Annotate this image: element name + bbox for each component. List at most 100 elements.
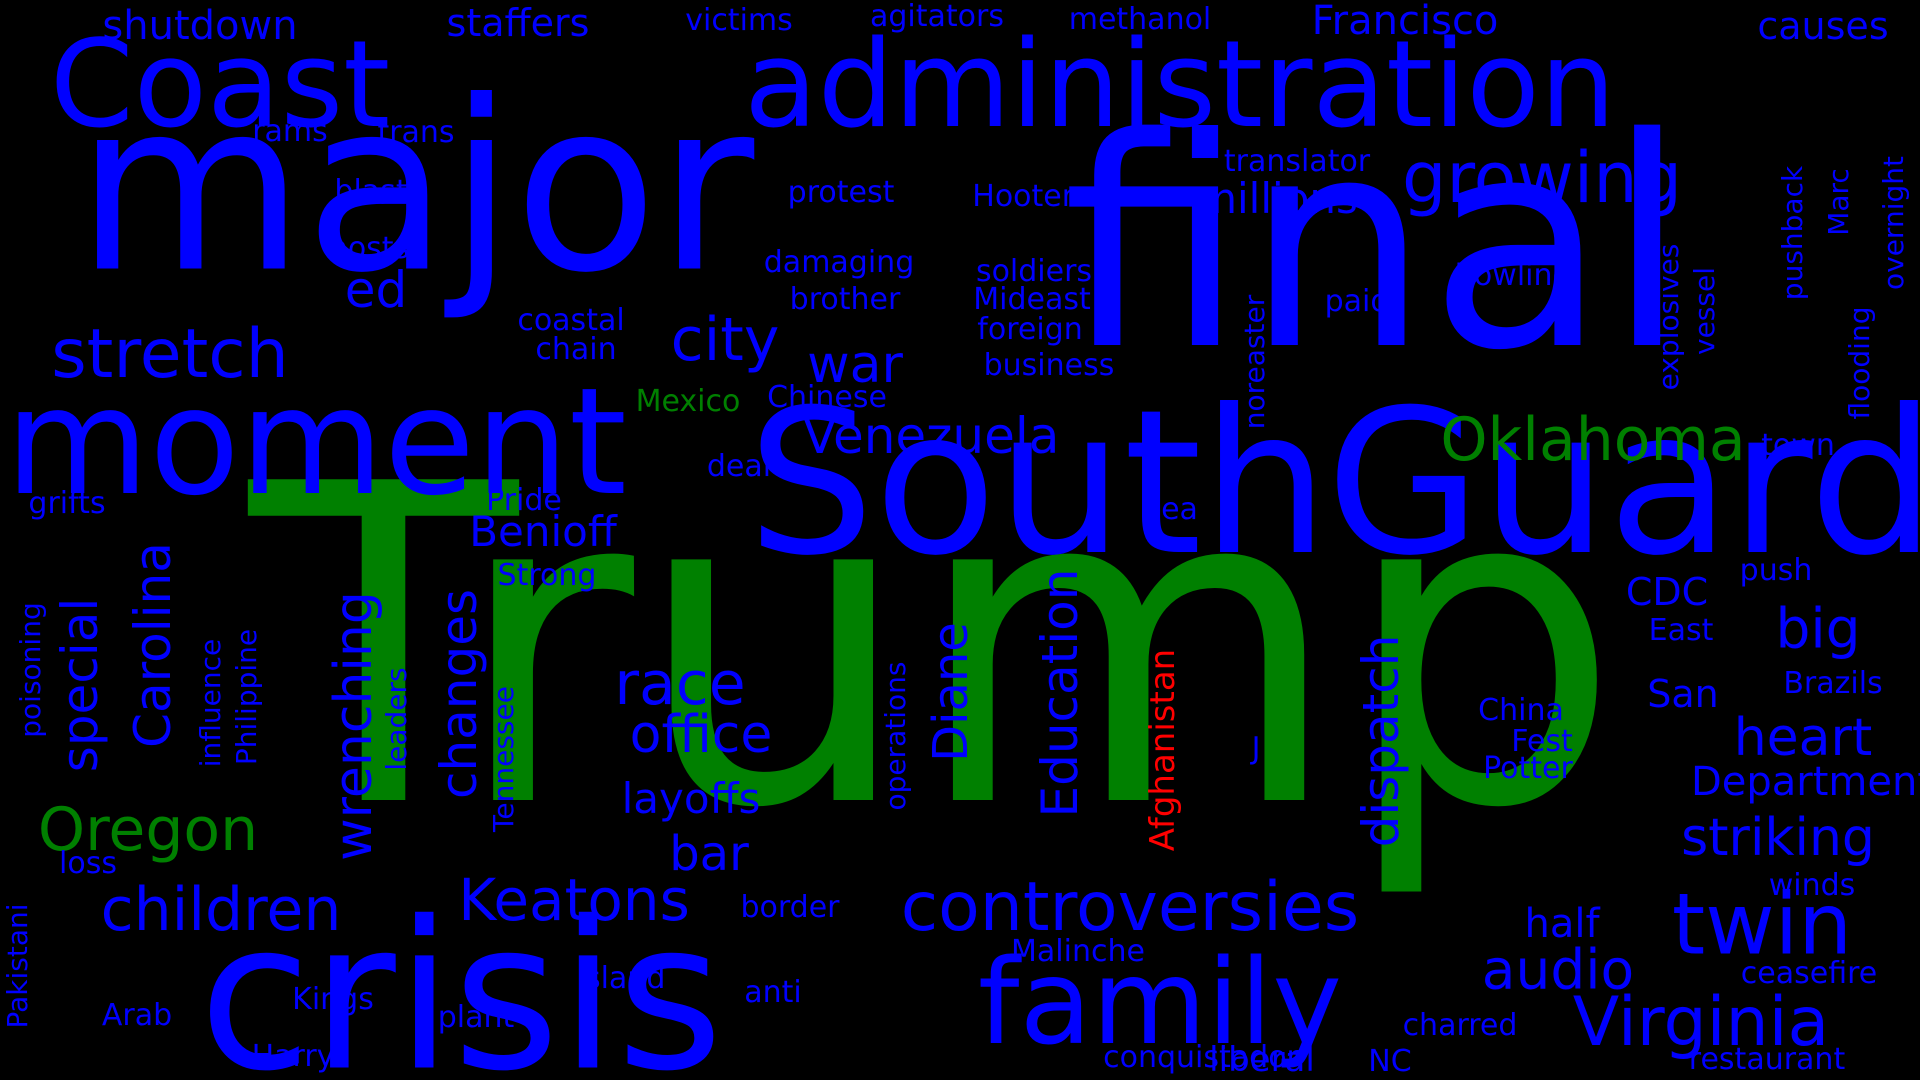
word-hooters: Hooters — [972, 179, 1090, 214]
word-department: Department — [1690, 759, 1920, 805]
word-deal: deal — [706, 449, 772, 484]
word-millions: millions — [1196, 174, 1358, 223]
word-changes: changes — [430, 588, 488, 800]
word-conquistador: conquistador — [1103, 1040, 1299, 1075]
word-fest: Fest — [1511, 724, 1573, 759]
word-oregon: Oregon — [37, 795, 259, 865]
word-rowling: Rowling — [1454, 258, 1572, 293]
word-trump: Trump — [249, 392, 1621, 904]
word-island: island — [576, 961, 666, 996]
word-half: half — [1524, 901, 1600, 947]
word-liberal: liberal — [1209, 1040, 1315, 1080]
word-plant: plant — [437, 1000, 515, 1035]
word-loss: loss — [59, 846, 117, 881]
word-pride: Pride — [486, 483, 562, 518]
word-tennessee: Tennessee — [487, 686, 520, 832]
word-mideast: Mideast — [973, 282, 1091, 317]
word-foreign: foreign — [977, 312, 1083, 347]
word-heart: heart — [1733, 708, 1873, 768]
word-staffers: staffers — [446, 1, 590, 45]
word-brazils: Brazils — [1783, 666, 1883, 701]
word-nc: NC — [1368, 1044, 1412, 1079]
word-shutdown: shutdown — [102, 3, 298, 49]
word-moment: moment — [5, 356, 627, 528]
word-education: Education — [1031, 568, 1089, 818]
word-audio: audio — [1481, 937, 1635, 1002]
word-francisco: Francisco — [1311, 0, 1499, 44]
word-benioff: Benioff — [469, 507, 617, 556]
word-oklahoma: Oklahoma — [1440, 405, 1746, 475]
word-winds: winds — [1768, 868, 1856, 903]
word-leaders: leaders — [380, 667, 413, 771]
word-wrenching: wrenching — [324, 591, 384, 861]
word-cdc: CDC — [1625, 570, 1709, 614]
word-causes: causes — [1757, 4, 1889, 48]
word-vessel: vessel — [1688, 267, 1721, 355]
word-border: border — [740, 890, 840, 925]
word-translator: translator — [1223, 144, 1371, 179]
word-final: final — [1062, 77, 1688, 414]
word-protest: protest — [787, 175, 895, 210]
word-east: East — [1648, 613, 1714, 648]
word-mexico: Mexico — [635, 384, 741, 419]
word-keatons: Keatons — [458, 866, 690, 934]
word-sea: Sea — [1142, 492, 1198, 527]
word-guard: Guard — [1326, 367, 1920, 600]
word-grifts: grifts — [28, 486, 106, 521]
word-city: city — [670, 305, 780, 375]
word-bar: bar — [669, 826, 749, 882]
word-china: China — [1478, 693, 1564, 728]
word-striking: striking — [1681, 808, 1875, 868]
word-paid: paid — [1324, 284, 1390, 319]
word-charred: charred — [1402, 1008, 1518, 1043]
word-hosts: hosts — [328, 231, 410, 266]
word-agitators: agitators — [870, 0, 1004, 34]
word-special: special — [51, 597, 109, 773]
word-operations: operations — [879, 661, 912, 811]
word-growing: growing — [1402, 137, 1682, 219]
word-influence: influence — [194, 638, 227, 768]
word-trans: trans — [377, 115, 455, 150]
word-marc: Marc — [1822, 168, 1855, 236]
word-malinche: Malinche — [1011, 934, 1145, 969]
word-town: town — [1761, 428, 1835, 463]
word-harry: Harry — [251, 1039, 335, 1074]
word-arab: Arab — [101, 998, 173, 1033]
word-dispatch: dispatch — [1352, 634, 1410, 848]
word-stretch: stretch — [51, 315, 289, 394]
word-explosives: explosives — [1652, 243, 1685, 391]
word-layoffs: layoffs — [621, 774, 761, 823]
word-chinese: Chinese — [767, 380, 887, 415]
word-pushback: pushback — [1776, 165, 1809, 301]
word-pakistani: Pakistani — [1, 903, 34, 1029]
word-diane: Diane — [923, 622, 979, 762]
word-controversies: controversies — [900, 868, 1360, 947]
word-potter: Potter — [1483, 751, 1573, 786]
word-flooding: flooding — [1843, 306, 1876, 420]
word-chain: chain — [535, 332, 617, 367]
word-ed: ed — [344, 261, 408, 319]
word-coast: Coast — [49, 16, 391, 155]
word-children: children — [100, 875, 342, 945]
word-restaurant: restaurant — [1688, 1042, 1846, 1077]
word-methanol: methanol — [1068, 2, 1212, 37]
word-virginia: Virginia — [1572, 983, 1830, 1062]
word-crisis: crisis — [198, 878, 724, 1080]
word-victims: victims — [685, 3, 793, 38]
word-family: family — [977, 933, 1343, 1071]
word-rams: rams — [252, 114, 328, 149]
word-blast: blast — [334, 174, 408, 209]
word-afghanistan: Afghanistan — [1143, 648, 1183, 852]
word-push: push — [1739, 553, 1813, 588]
word-noreaster: noreaster — [1238, 294, 1271, 430]
word-j: J — [1251, 731, 1261, 766]
word-coastal: coastal — [517, 303, 625, 338]
word-race: race — [614, 649, 746, 719]
word-administration: administration — [744, 16, 1616, 155]
word-south: South — [747, 367, 1329, 600]
word-strong: Strong — [497, 558, 597, 593]
word-san: San — [1647, 672, 1719, 716]
word-brother: brother — [789, 282, 901, 317]
word-poisoning: poisoning — [14, 602, 47, 738]
word-war: war — [807, 335, 903, 395]
